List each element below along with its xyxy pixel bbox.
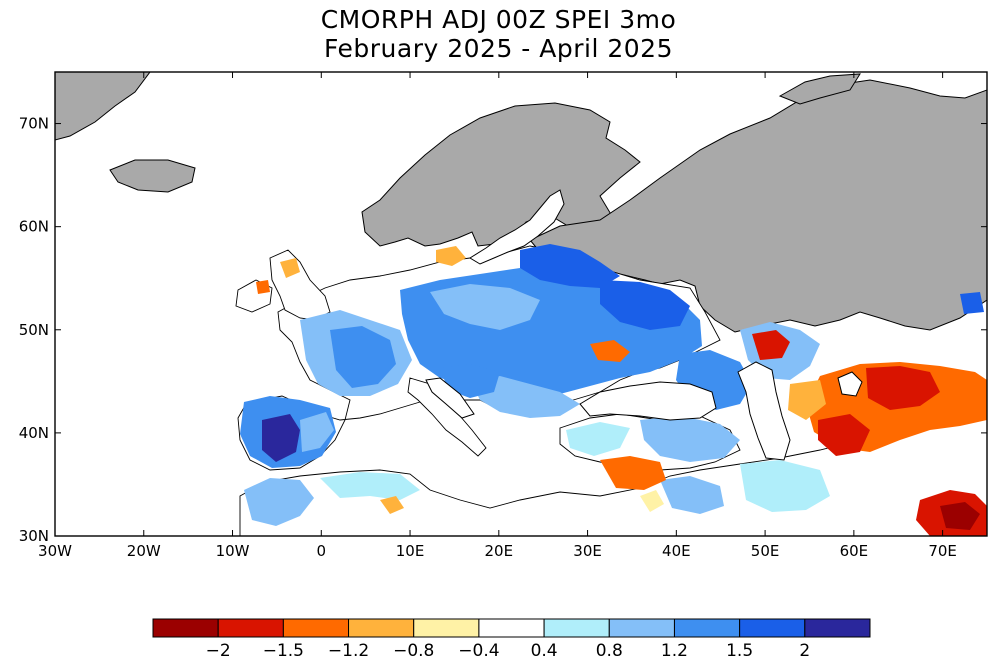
colorbar-swatch [739, 618, 806, 638]
map-title: CMORPH ADJ 00Z SPEI 3mo [320, 5, 677, 34]
longitude-labels: 30W 20W 10W 0 10E 20E 30E 40E 50E 60E 70E [38, 542, 957, 560]
colorbar-swatch [673, 618, 741, 638]
greenland-land [55, 72, 151, 141]
wet-iran [740, 460, 830, 512]
tick-marks [55, 72, 987, 536]
colorbar-swatch [478, 618, 545, 638]
colorbar-labels: −2 −1.5 −1.2 −0.8 −0.4 0.4 0.8 1.2 1.5 2 [206, 641, 811, 661]
wet-morocco [244, 478, 314, 526]
dry-uzbekistan [818, 414, 870, 456]
very-dry-pakistan [940, 502, 980, 530]
colorbar-label: 1.5 [726, 641, 753, 661]
lon-tick-label: 20W [127, 542, 161, 560]
wet-turkey-east [640, 416, 740, 462]
dry-scotland [280, 258, 300, 278]
lon-tick-label: 50E [751, 542, 780, 560]
wet-ukraine [600, 280, 690, 330]
wet-turkey-west [566, 422, 630, 456]
wet-france-dark [330, 326, 396, 388]
colorbar-label: 0.8 [596, 641, 623, 661]
colorbar-swatch [348, 618, 415, 638]
lon-tick-label: 10W [216, 542, 250, 560]
wet-north-africa [320, 472, 420, 500]
dry-levant [640, 490, 664, 512]
scandinavia-land [361, 102, 641, 247]
lon-tick-label: 0 [317, 542, 327, 560]
colorbar-swatch [217, 618, 284, 638]
lat-tick-label: 50N [19, 321, 49, 339]
map-frame [54, 71, 988, 537]
wet-iberia-light [300, 412, 334, 452]
water-bodies [425, 189, 863, 461]
colorbar [152, 618, 871, 638]
map-subtitle: February 2025 - April 2025 [324, 34, 673, 63]
colorbar-swatch [543, 618, 610, 638]
aral-sea [837, 371, 863, 397]
very-wet-iberia [262, 414, 300, 462]
spei-anomaly-fields [240, 244, 987, 536]
wet-baltic-dark [520, 244, 620, 288]
latitude-labels: 30N 40N 50N 60N 70N [19, 115, 49, 545]
dry-syria [600, 456, 666, 490]
lon-tick-label: 10E [396, 542, 425, 560]
wet-kazakhstan [960, 292, 984, 314]
lon-tick-label: 70E [928, 542, 957, 560]
colorbar-swatch [804, 618, 871, 638]
colorbar-swatch [413, 618, 480, 638]
dry-black-sea-north [590, 340, 630, 362]
lat-tick-label: 70N [19, 115, 49, 133]
russia-land [529, 79, 987, 333]
black-sea [579, 381, 717, 421]
lat-tick-label: 40N [19, 424, 49, 442]
dry-north-africa-coast [380, 496, 404, 514]
lon-tick-label: 30E [573, 542, 602, 560]
colorbar-swatch [282, 618, 350, 638]
kola-land [778, 73, 861, 105]
wet-balkans [470, 376, 580, 418]
wet-central-europe-light [430, 284, 540, 330]
lon-tick-label: 20E [485, 542, 514, 560]
lon-tick-label: 40E [662, 542, 691, 560]
lat-tick-label: 60N [19, 218, 49, 236]
colorbar-swatch [608, 618, 675, 638]
colorbar-label: −0.4 [458, 641, 499, 661]
wet-arabia [660, 476, 724, 514]
colorbar-swatch [152, 618, 219, 638]
dry-ireland [256, 280, 270, 294]
iceland-land [109, 159, 196, 193]
adriatic-sea [425, 377, 475, 419]
caspian-sea [737, 361, 791, 461]
colorbar-label: −0.8 [393, 641, 434, 661]
colorbar-label: −2 [206, 641, 231, 661]
lat-tick-label: 30N [19, 527, 49, 545]
baltic-sea [469, 189, 565, 265]
dry-denmark [436, 246, 466, 266]
map-plot-area [55, 72, 987, 536]
colorbar-label: −1.2 [328, 641, 369, 661]
colorbar-label: −1.5 [263, 641, 304, 661]
dry-caspian [752, 330, 790, 360]
colorbar-label: 1.2 [661, 641, 688, 661]
dry-central-asia-light [788, 380, 826, 420]
colorbar-label: 0.4 [531, 641, 558, 661]
very-dry-central-asia [866, 366, 940, 410]
lon-tick-label: 30W [38, 542, 72, 560]
lon-tick-label: 60E [840, 542, 869, 560]
colorbar-label: 2 [799, 641, 810, 661]
